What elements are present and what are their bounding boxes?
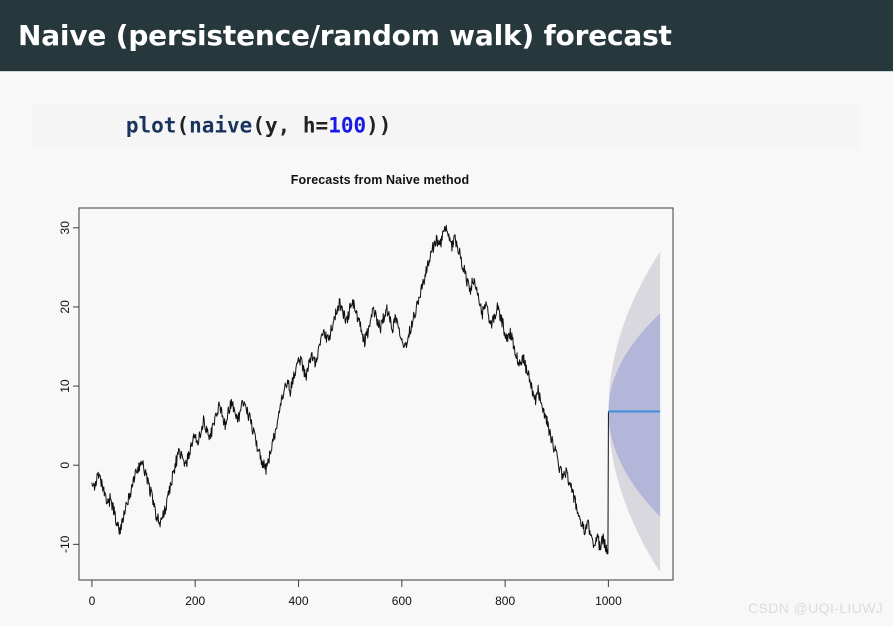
code-token-y: y, xyxy=(264,113,291,138)
x-tick-label: 1000 xyxy=(595,594,622,608)
y-tick-label: 20 xyxy=(58,300,72,314)
watermark-label: CSDN @UQI-LIUWJ xyxy=(748,600,884,616)
x-tick-label: 600 xyxy=(392,594,412,608)
x-axis: 0 200 400 600 800 1000 xyxy=(89,580,622,608)
y-tick-label: 0 xyxy=(58,462,72,469)
chart-canvas: -10 0 10 20 30 0 200 400 600 800 1000 xyxy=(58,207,674,608)
y-tick-label: 30 xyxy=(58,221,72,235)
y-tick-label: -10 xyxy=(58,535,72,553)
x-tick-label: 200 xyxy=(185,594,205,608)
code-token-100: 100 xyxy=(328,113,367,138)
chart-title: Forecasts from Naive method xyxy=(290,173,470,187)
code-token-close: )) xyxy=(366,113,392,138)
code-token-paren2: ( xyxy=(252,113,265,138)
x-tick-label: 0 xyxy=(89,594,96,608)
plot-border xyxy=(78,207,674,581)
code-token-paren1: ( xyxy=(176,113,190,138)
history-line xyxy=(91,224,609,555)
prediction-interval-80 xyxy=(608,313,661,517)
code-token-naive: naive xyxy=(189,113,253,138)
code-block: plot(naive(y, h=100)) xyxy=(33,105,860,149)
page-title: Naive (persistence/random walk) forecast xyxy=(18,18,672,52)
y-axis: -10 0 10 20 30 xyxy=(58,221,79,553)
code-token-h: h= xyxy=(290,113,329,138)
forecast-plot: Forecasts from Naive method -10 0 10 20 30 0 2… xyxy=(0,160,760,626)
x-tick-label: 800 xyxy=(495,594,515,608)
header-divider xyxy=(0,71,893,72)
code-token-plot: plot xyxy=(125,113,177,138)
x-tick-label: 400 xyxy=(289,594,309,608)
slide-header: Naive (persistence/random walk) forecast xyxy=(0,0,893,71)
code-line: plot(naive(y, h=100)) xyxy=(50,90,392,162)
y-tick-label: 10 xyxy=(58,379,72,393)
